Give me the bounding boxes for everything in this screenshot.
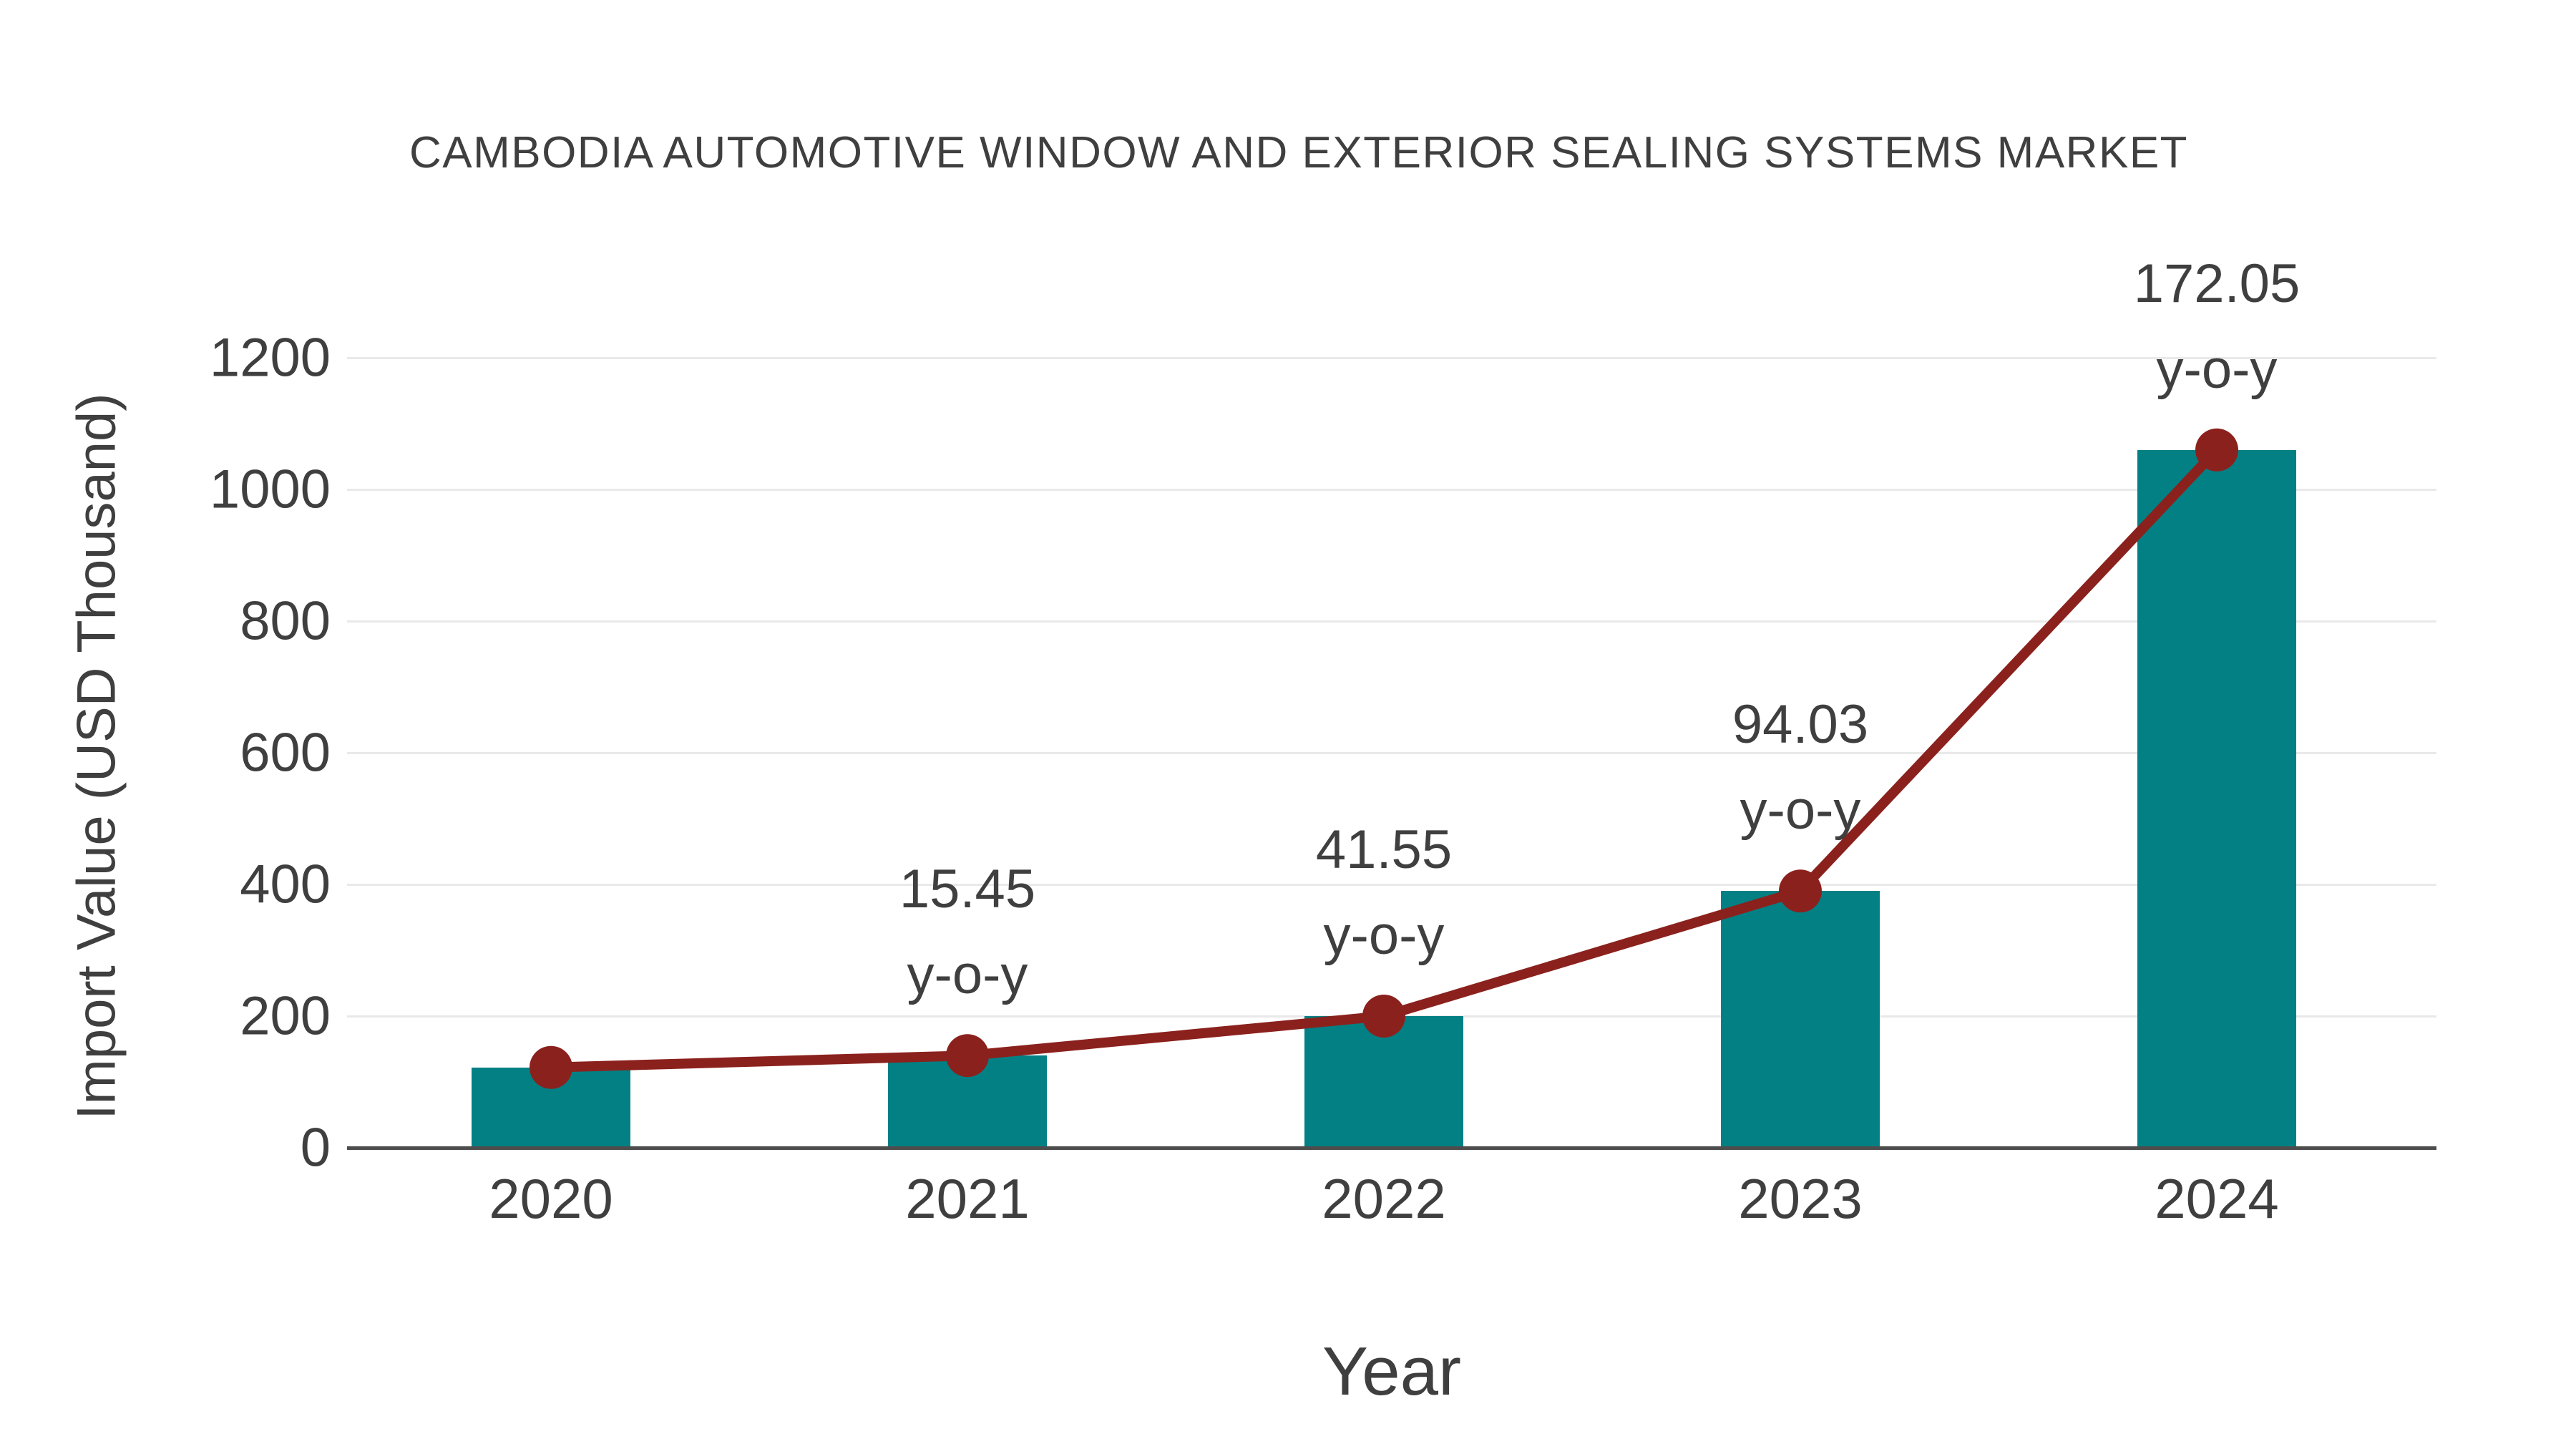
gridline-y-800 [347,620,2436,623]
annotation-suffix-2022: y-o-y [1323,905,1445,966]
y-tick-label-1200: 1200 [209,327,331,389]
annotation-2021: 15.45 y-o-y [738,847,1196,1018]
y-tick-label-600: 600 [240,722,331,784]
chart-title: CAMBODIA AUTOMOTIVE WINDOW AND EXTERIOR … [409,128,2189,177]
annotation-suffix-2021: y-o-y [907,945,1028,1006]
y-tick-label-1000: 1000 [209,459,331,520]
x-tick-label-2024: 2024 [2155,1167,2279,1230]
annotation-2023: 94.03 y-o-y [1571,682,2029,854]
annotation-value-2023: 94.03 [1732,694,1869,756]
annotation-suffix-2023: y-o-y [1740,780,1861,841]
annotation-suffix-2024: y-o-y [2156,338,2278,400]
bar-2022 [1304,1016,1463,1148]
y-tick-label-200: 200 [240,985,331,1047]
x-axis-line [347,1146,2436,1150]
annotation-value-2022: 41.55 [1315,819,1453,880]
x-tick-label-2020: 2020 [489,1167,613,1230]
gridline-y-1200 [347,357,2436,359]
gridline-y-600 [347,752,2436,754]
bar-2020 [472,1067,630,1148]
x-tick-label-2022: 2022 [1322,1167,1446,1230]
annotation-2022: 41.55 y-o-y [1155,807,1613,979]
annotation-value-2024: 172.05 [2133,253,2301,314]
bar-2023 [1721,891,1880,1148]
annotation-2024: 172.05 y-o-y [1988,241,2446,413]
bar-2024 [2137,449,2296,1148]
x-axis-title: Year [1322,1333,1461,1410]
y-tick-label-0: 0 [300,1117,331,1179]
y-tick-label-800: 800 [240,590,331,652]
bar-2021 [888,1055,1047,1148]
x-tick-label-2021: 2021 [905,1167,1030,1230]
gridline-y-1000 [347,489,2436,491]
x-tick-label-2023: 2023 [1738,1167,1863,1230]
y-tick-label-400: 400 [240,854,331,915]
annotation-value-2021: 15.45 [899,859,1036,920]
